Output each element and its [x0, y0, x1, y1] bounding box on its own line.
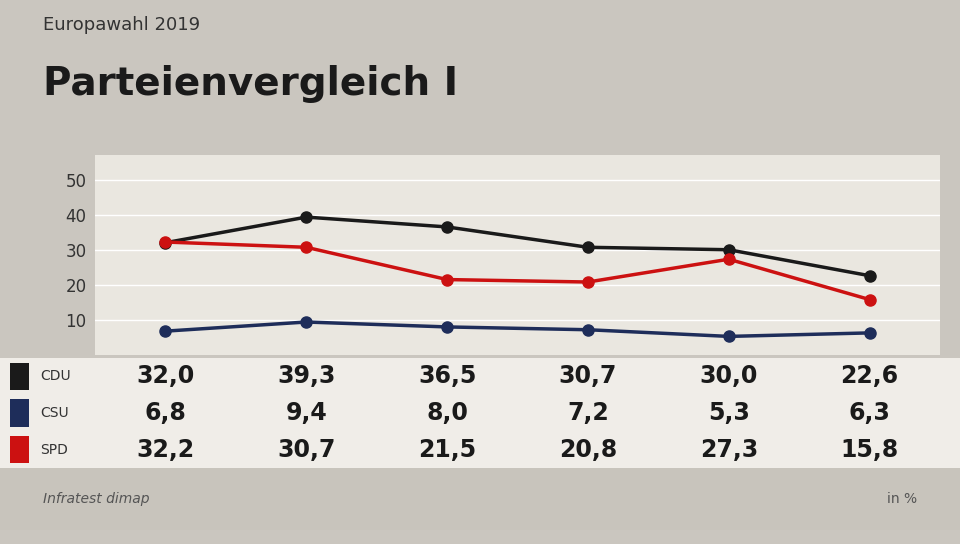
- Text: in %: in %: [887, 492, 917, 506]
- Text: 30,7: 30,7: [559, 364, 617, 388]
- Text: Europawahl 2019: Europawahl 2019: [43, 16, 201, 34]
- Text: 36,5: 36,5: [418, 364, 476, 388]
- Text: CSU: CSU: [40, 406, 69, 420]
- Text: 8,0: 8,0: [426, 401, 468, 425]
- Text: 32,2: 32,2: [136, 438, 195, 462]
- Text: 7,2: 7,2: [567, 401, 609, 425]
- Text: 22,6: 22,6: [841, 364, 899, 388]
- Text: 15,8: 15,8: [840, 438, 899, 462]
- Text: 32,0: 32,0: [136, 364, 195, 388]
- Text: 39,3: 39,3: [277, 364, 335, 388]
- Text: 21,5: 21,5: [418, 438, 476, 462]
- Text: Parteienvergleich I: Parteienvergleich I: [43, 65, 458, 103]
- Text: 9,4: 9,4: [285, 401, 327, 425]
- Text: 6,3: 6,3: [849, 401, 891, 425]
- Text: 5,3: 5,3: [708, 401, 750, 425]
- Text: CDU: CDU: [40, 369, 71, 384]
- Text: Infratest dimap: Infratest dimap: [43, 492, 150, 506]
- Text: 6,8: 6,8: [144, 401, 186, 425]
- Text: 20,8: 20,8: [559, 438, 617, 462]
- Text: SPD: SPD: [40, 443, 68, 456]
- Text: 30,0: 30,0: [700, 364, 758, 388]
- Text: 30,7: 30,7: [277, 438, 335, 462]
- Text: 27,3: 27,3: [700, 438, 757, 462]
